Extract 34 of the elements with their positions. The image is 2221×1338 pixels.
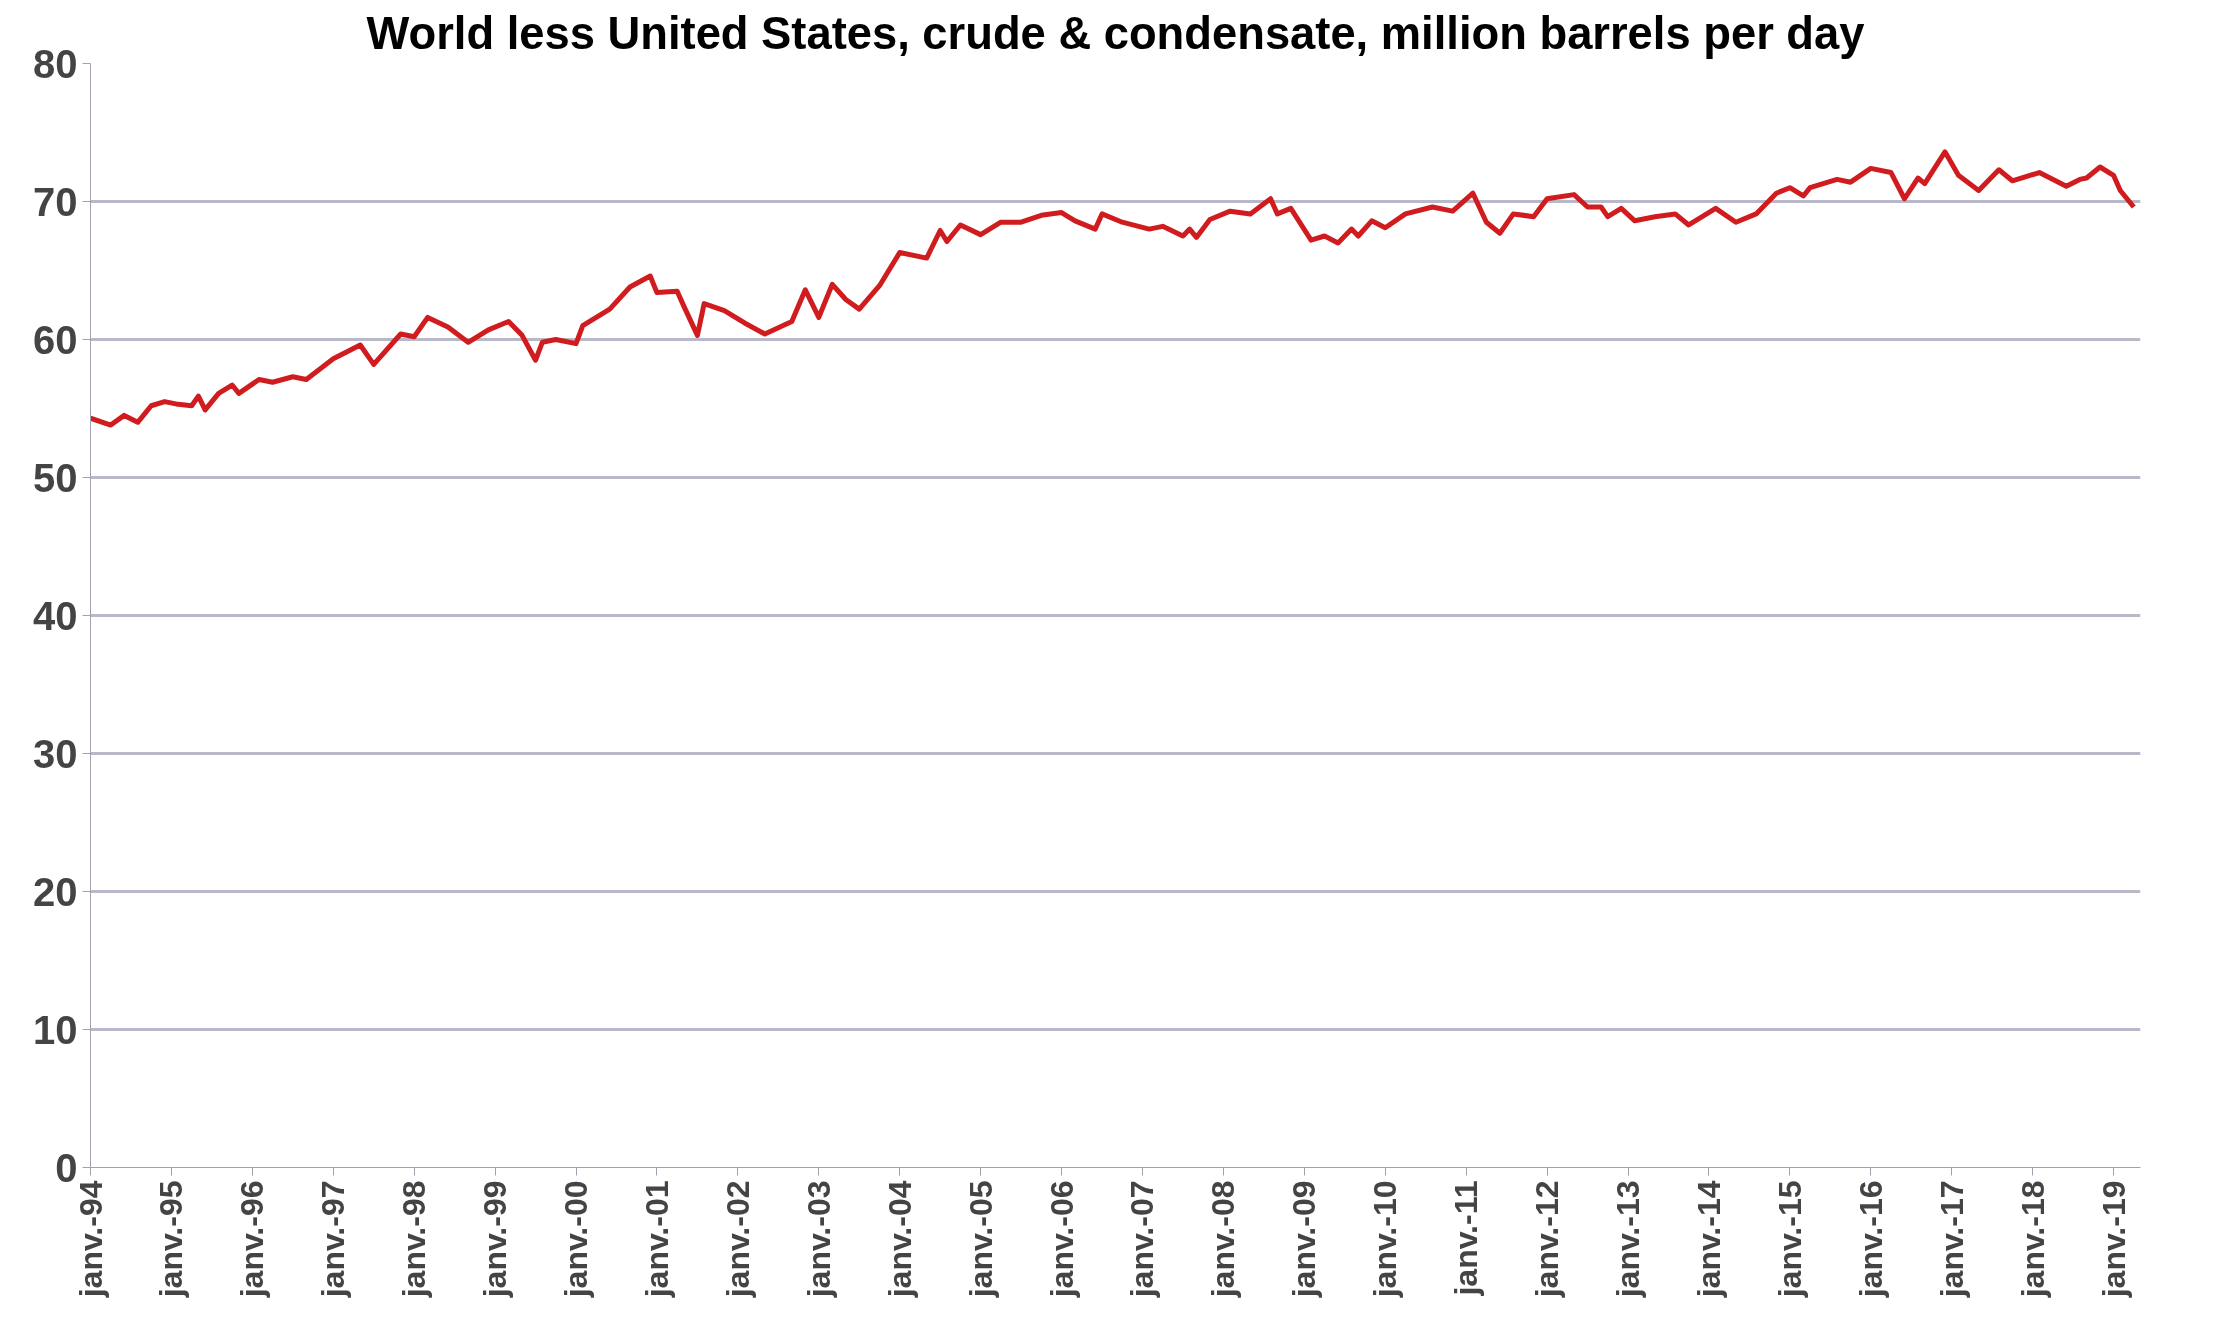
y-tick-label: 40 xyxy=(33,593,78,638)
y-tick-label: 10 xyxy=(33,1007,78,1052)
x-tick-label: janv.-14 xyxy=(1690,1180,1727,1299)
x-tick-label: janv.-05 xyxy=(962,1180,999,1299)
x-tick-label: janv.-98 xyxy=(396,1180,433,1299)
x-tick-label: janv.-08 xyxy=(1205,1180,1242,1299)
x-tick-label: janv.-17 xyxy=(1933,1180,1970,1299)
y-tick-label: 60 xyxy=(33,317,78,362)
x-tick-label: janv.-18 xyxy=(2014,1180,2051,1299)
x-tick-label: janv.-13 xyxy=(1610,1180,1646,1299)
x-tick-label: janv.-07 xyxy=(1124,1180,1161,1299)
y-tick-label: 20 xyxy=(33,869,78,914)
x-tick-label: janv.-95 xyxy=(153,1180,190,1299)
x-tick-label: janv.-02 xyxy=(719,1180,756,1299)
x-tick-label: janv.-16 xyxy=(1852,1180,1889,1299)
x-tick-label: janv.-11 xyxy=(1448,1180,1485,1297)
y-tick-label: 80 xyxy=(33,41,78,86)
y-tick-label: 70 xyxy=(33,179,78,224)
chart-title: World less United States, crude & condensate, million barrels per day xyxy=(366,7,1865,59)
x-tick-label: janv.-04 xyxy=(881,1180,918,1299)
x-tick-label: janv.-96 xyxy=(234,1180,271,1299)
x-tick-label: janv.-19 xyxy=(2095,1180,2132,1299)
x-tick-label: janv.-03 xyxy=(800,1180,837,1299)
x-tick-label: janv.-06 xyxy=(1043,1180,1080,1299)
x-tick-label: janv.-09 xyxy=(1286,1180,1323,1299)
y-tick-label: 30 xyxy=(33,731,78,776)
x-tick-label: janv.-99 xyxy=(477,1180,514,1299)
y-tick-label: 50 xyxy=(33,455,78,500)
x-tick-label: janv.-01 xyxy=(638,1180,675,1299)
x-tick-label: janv.-97 xyxy=(315,1180,352,1299)
x-tick-label: janv.-10 xyxy=(1367,1180,1404,1299)
x-tick-label: janv.-12 xyxy=(1529,1180,1566,1299)
x-tick-label: janv.-00 xyxy=(558,1180,595,1299)
x-tick-label: janv.-15 xyxy=(1771,1180,1808,1299)
